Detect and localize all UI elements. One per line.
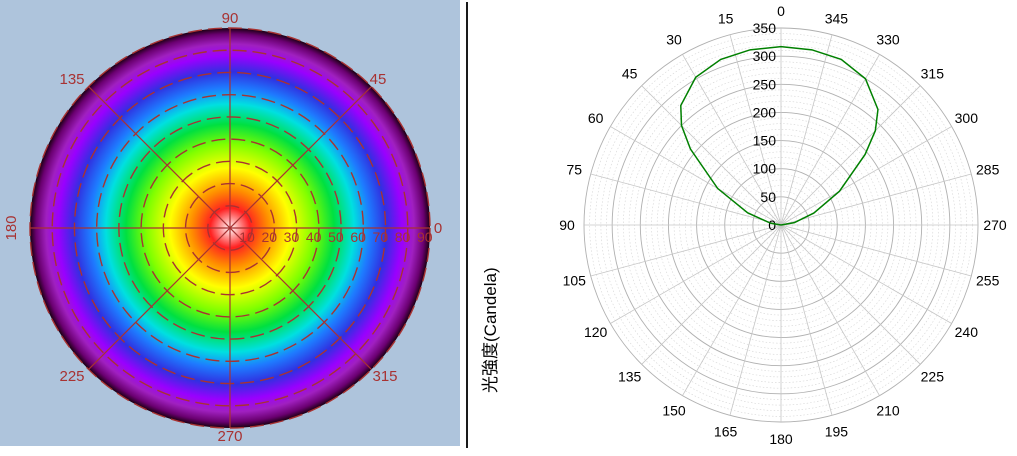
angle-label: 315 bbox=[372, 368, 397, 385]
radial-tick-label: 80 bbox=[395, 229, 411, 245]
angle-tick-label: 315 bbox=[921, 66, 945, 82]
right-chart-panel: 0 345 330 315 300 285 270 255 240 225 210 195 180 165… bbox=[470, 0, 1017, 451]
radial-tick-label: 250 bbox=[753, 76, 777, 92]
radial-tick-label: 350 bbox=[753, 20, 777, 36]
radial-tick-label: 100 bbox=[753, 161, 777, 177]
angle-tick-label: 15 bbox=[718, 10, 734, 26]
angle-tick-label: 75 bbox=[567, 162, 583, 178]
radial-tick-label: 30 bbox=[284, 229, 300, 245]
angle-tick-label: 180 bbox=[769, 431, 793, 447]
angle-tick-label: 225 bbox=[921, 368, 945, 384]
angular-grid-line bbox=[780, 34, 833, 226]
radial-tick-label: 50 bbox=[760, 189, 776, 205]
radial-tick-labels: 0 50 100 150 200 250 300 350 bbox=[753, 20, 777, 233]
angular-grid-line bbox=[780, 85, 921, 226]
angle-tick-label: 150 bbox=[662, 402, 686, 418]
angle-tick-label: 345 bbox=[825, 10, 849, 26]
series-line bbox=[680, 45, 879, 226]
angular-grid-line bbox=[682, 54, 782, 226]
angle-label: 45 bbox=[370, 71, 387, 88]
radial-tick-label: 90 bbox=[417, 229, 433, 245]
angle-tick-label: 255 bbox=[976, 272, 1000, 288]
angular-grid-line bbox=[610, 224, 782, 324]
angle-tick-label: 60 bbox=[588, 110, 604, 126]
angle-tick-label: 270 bbox=[983, 217, 1007, 233]
polar-heatmap-chart: 10 20 30 40 50 60 70 80 90 90 45 135 180 0 225 315 270 bbox=[0, 0, 460, 446]
angle-tick-label: 285 bbox=[976, 162, 1000, 178]
radial-tick-label: 50 bbox=[328, 229, 344, 245]
angle-tick-label: 120 bbox=[584, 324, 608, 340]
angle-tick-label: 330 bbox=[876, 32, 900, 48]
angular-grid-line bbox=[641, 85, 782, 226]
radial-tick-label: 10 bbox=[239, 229, 255, 245]
angular-grid-line bbox=[780, 54, 880, 226]
heatmap-grid bbox=[29, 27, 431, 429]
angular-grid-line bbox=[88, 86, 372, 370]
radial-tick-label: 40 bbox=[306, 229, 322, 245]
angle-tick-label: 195 bbox=[825, 424, 849, 440]
angular-grid-line bbox=[641, 224, 782, 365]
angle-tick-label: 300 bbox=[955, 110, 979, 126]
angle-tick-label: 0 bbox=[777, 3, 785, 19]
radial-tick-label: 200 bbox=[753, 104, 777, 120]
angle-label: 90 bbox=[222, 10, 239, 27]
angle-tick-label: 45 bbox=[622, 66, 638, 82]
angle-tick-labels: 0 345330315300285270255240225210195180165… bbox=[559, 3, 1007, 447]
angle-tick-label: 210 bbox=[876, 402, 900, 418]
angle-tick-label: 240 bbox=[955, 324, 979, 340]
radial-tick-label: 60 bbox=[350, 229, 366, 245]
radial-tick-label: 20 bbox=[261, 229, 277, 245]
angular-grid-line bbox=[780, 173, 972, 226]
angular-grid-line bbox=[729, 224, 782, 416]
panel-divider bbox=[466, 2, 468, 448]
left-chart-panel: 10 20 30 40 50 60 70 80 90 90 45 135 180 0 225 315 270 bbox=[0, 0, 460, 451]
angular-grid-line bbox=[780, 224, 972, 277]
angle-label: 135 bbox=[59, 71, 84, 88]
angular-grid-line bbox=[729, 34, 782, 226]
angular-grid-line bbox=[682, 224, 782, 396]
angular-grid-line bbox=[590, 224, 782, 277]
angular-grid-line bbox=[610, 126, 782, 226]
angle-label: 270 bbox=[217, 428, 242, 445]
angular-grid-line bbox=[590, 173, 782, 226]
heatmap-labels: 10 20 30 40 50 60 70 80 90 90 45 135 180 0 225 315 270 bbox=[3, 10, 442, 445]
radial-tick-label: 0 bbox=[768, 217, 776, 233]
polar-grid bbox=[583, 27, 979, 423]
angle-label: 225 bbox=[59, 368, 84, 385]
angular-grid-line bbox=[780, 126, 952, 226]
angular-grid-line bbox=[780, 224, 833, 416]
angle-label: 0 bbox=[434, 220, 442, 237]
angle-tick-label: 165 bbox=[714, 424, 738, 440]
angle-label: 180 bbox=[3, 215, 20, 240]
polar-line-chart: 0 345330315300285270255240225210195180165… bbox=[559, 3, 1007, 447]
angle-tick-label: 30 bbox=[666, 32, 682, 48]
angle-tick-label: 135 bbox=[618, 368, 642, 384]
angle-tick-label: 105 bbox=[563, 272, 587, 288]
radial-tick-label: 300 bbox=[753, 48, 777, 64]
y-axis-label-text: 光強度(Candela) bbox=[481, 267, 500, 393]
angular-grid-line bbox=[780, 224, 952, 324]
angular-grid-line bbox=[780, 224, 921, 365]
y-axis-label: 光強度(Candela) bbox=[481, 267, 500, 393]
angular-grid-line bbox=[780, 224, 880, 396]
radial-tick-label: 150 bbox=[753, 133, 777, 149]
radial-tick-label: 70 bbox=[373, 229, 389, 245]
angle-tick-label: 90 bbox=[559, 217, 575, 233]
